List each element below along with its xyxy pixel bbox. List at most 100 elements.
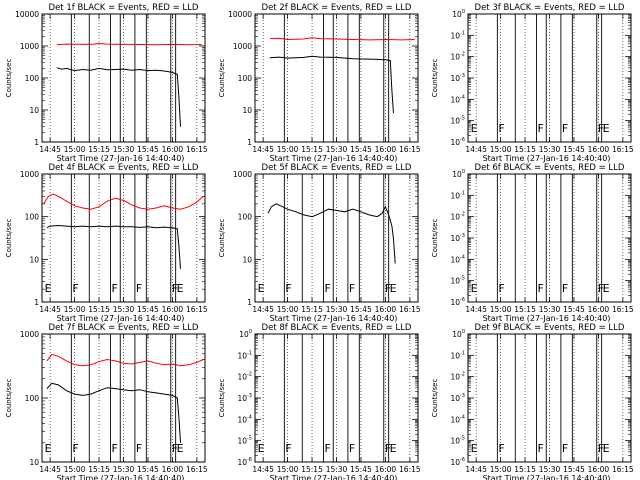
flag-marker: F [498,122,504,135]
detector-panel-7: Det 7f BLACK = Events, RED = LLD 10 100 100… [5,323,208,480]
x-tick-label: 14:45 [465,145,487,154]
flag-marker: F [136,282,142,295]
series-lld-line [43,193,204,210]
y-tick-label: 100 [452,9,465,19]
x-tick-label: 15:00 [277,145,299,154]
y-tick-label: 100 [239,329,252,339]
x-tick-label: 16:15 [399,305,421,314]
y-tick-label: 10-6 [450,457,465,467]
y-tick-label: 10-4 [450,414,465,424]
x-tick-label: 15:45 [350,465,372,474]
flag-marker: E [258,442,265,455]
x-tick-label: 14:45 [39,305,61,314]
x-tick-label: 15:45 [563,145,585,154]
y-axis-label: Counts/sec [431,59,439,98]
series-events-line [56,67,181,127]
x-axis-label: Start Time (27-Jan-16 14:40:40) [483,474,611,480]
flag-marker: F [562,122,568,135]
x-tick-label: 15:00 [64,305,86,314]
x-tick-label: 15:30 [326,465,348,474]
y-tick-label: 10-5 [450,436,465,446]
y-axis-label: Counts/sec [218,219,226,258]
flag-marker: E [603,442,610,455]
y-tick-label: 1 [247,298,252,307]
x-tick-label: 15:15 [514,465,536,474]
y-tick-label: 10-2 [450,52,465,62]
x-tick-label: 15:15 [88,305,110,314]
x-tick-label: 15:30 [326,145,348,154]
x-tick-label: 15:15 [514,305,536,314]
flag-marker: F [562,442,568,455]
y-tick-label: 1000 [20,42,39,51]
series-lld-line [269,37,415,41]
y-tick-label: 10-4 [450,94,465,104]
flag-marker: F [111,282,117,295]
x-tick-label: 15:30 [113,305,135,314]
y-tick-label: 10 [29,458,39,467]
series-events-line [269,55,394,114]
flag-marker: F [136,442,142,455]
x-tick-label: 16:00 [588,145,610,154]
x-tick-label: 15:00 [64,465,86,474]
x-tick-label: 15:45 [563,305,585,314]
flag-marker: E [390,282,397,295]
panel-title: Det 6f BLACK = Events, RED = LLD [475,163,625,173]
x-tick-label: 15:00 [277,305,299,314]
y-tick-label: 100 [25,394,40,403]
y-tick-label: 10-2 [237,372,252,382]
y-tick-label: 10000 [228,10,252,19]
x-tick-label: 15:00 [64,145,86,154]
y-tick-label: 100 [452,329,465,339]
x-tick-label: 16:15 [612,305,634,314]
panel-title: Det 5f BLACK = Events, RED = LLD [262,163,412,173]
x-tick-label: 16:15 [399,465,421,474]
y-axis-label: Counts/sec [5,219,13,258]
detector-panel-6: Det 6f BLACK = Events, RED = LLD 100 10-1 1… [431,163,634,323]
x-tick-label: 16:15 [186,305,208,314]
y-tick-label: 100 [238,74,253,83]
y-tick-label: 100 [25,213,40,222]
flag-marker: F [72,442,78,455]
y-tick-label: 10 [29,255,39,264]
x-tick-label: 15:30 [539,305,561,314]
x-tick-label: 16:00 [375,145,397,154]
y-tick-label: 10-5 [450,116,465,126]
y-tick-label: 1 [34,298,39,307]
y-tick-label: 1 [34,138,39,147]
y-tick-label: 100 [238,213,253,222]
flag-marker: F [285,442,291,455]
y-tick-label: 10-1 [450,30,465,40]
y-axis-label: Counts/sec [218,379,226,418]
flag-marker: F [537,122,543,135]
y-tick-label: 10 [29,106,39,115]
series-events-line [46,382,181,443]
flag-marker: F [349,282,355,295]
series-lld-line [56,42,202,46]
x-tick-label: 14:45 [252,145,274,154]
x-tick-label: 15:00 [277,465,299,474]
x-tick-label: 14:45 [39,465,61,474]
x-tick-label: 16:00 [162,305,184,314]
y-tick-label: 10-6 [237,457,252,467]
flag-marker: E [177,282,184,295]
y-tick-label: 10-5 [237,436,252,446]
x-axis-label: Start Time (27-Jan-16 14:40:40) [483,154,611,163]
panel-title: Det 2f BLACK = Events, RED = LLD [262,3,412,13]
x-tick-label: 15:30 [326,305,348,314]
y-tick-label: 10-2 [450,372,465,382]
flag-marker: F [285,282,291,295]
y-tick-label: 10-6 [450,297,465,307]
flag-marker: F [537,442,543,455]
y-tick-label: 10-3 [450,393,465,403]
panel-title: Det 8f BLACK = Events, RED = LLD [262,323,412,333]
y-tick-label: 10-4 [450,254,465,264]
x-axis-label: Start Time (27-Jan-16 14:40:40) [270,314,398,323]
y-tick-label: 10-6 [450,137,465,147]
x-tick-label: 16:15 [186,145,208,154]
x-tick-label: 14:45 [252,305,274,314]
flag-marker: E [471,122,478,135]
detector-panel-2: Det 2f BLACK = Events, RED = LLD 1 10 100 10… [218,3,421,163]
x-tick-label: 14:45 [252,465,274,474]
y-axis-label: Counts/sec [431,379,439,418]
